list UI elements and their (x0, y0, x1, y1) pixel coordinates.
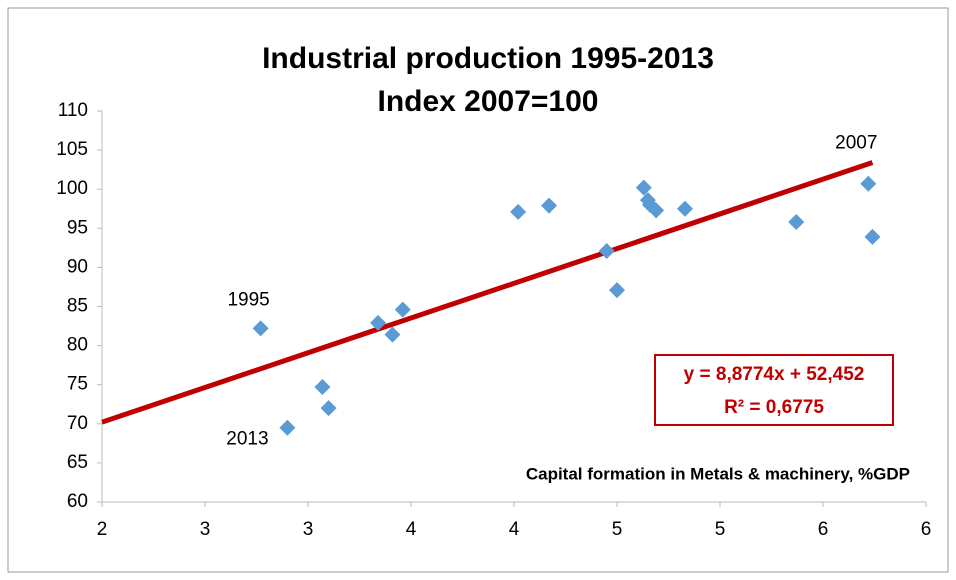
y-tick-label: 90 (67, 256, 88, 277)
y-tick-label: 70 (67, 413, 88, 434)
point (394, 301, 411, 318)
trend-r-squared: R² = 0,6775 (724, 397, 824, 418)
x-tick-label: 2 (97, 519, 108, 540)
y-tick-label: 75 (67, 374, 88, 395)
x-tick-label: 4 (406, 519, 417, 540)
annotation: 1995 (227, 289, 269, 310)
point (864, 228, 881, 245)
y-tick-label: 95 (67, 217, 88, 238)
chart-title: Industrial production 1995-2013 (262, 42, 714, 75)
x-tick-label: 3 (200, 519, 211, 540)
point (635, 179, 652, 196)
chart-subtitle: Index 2007=100 (377, 85, 598, 118)
y-tick-label: 60 (67, 491, 88, 512)
x-tick-label: 6 (921, 519, 932, 540)
point (860, 175, 877, 192)
chart-border (7, 7, 949, 573)
point (541, 197, 558, 214)
point (314, 379, 331, 396)
y-tick-label: 85 (67, 296, 88, 317)
point (510, 203, 527, 220)
x-tick-label: 4 (509, 519, 520, 540)
annotation: 2007 (835, 133, 877, 154)
annotation: 2013 (226, 429, 268, 450)
point (788, 214, 805, 231)
equation-box (654, 354, 894, 426)
trend-equation: y = 8,8774x + 52,452 (684, 364, 865, 385)
x-tick-label: 6 (818, 519, 829, 540)
point (648, 202, 665, 219)
y-tick-label: 105 (56, 139, 88, 160)
point (320, 400, 337, 417)
y-tick-label: 100 (56, 178, 88, 199)
y-tick-label: 80 (67, 335, 88, 356)
point (279, 419, 296, 436)
point (252, 320, 269, 337)
y-tick-label: 65 (67, 452, 88, 473)
point (676, 200, 693, 217)
trendline (101, 160, 874, 425)
x-axis-label: Capital formation in Metals & machinery,… (526, 464, 910, 483)
point (370, 314, 387, 331)
x-tick-label: 5 (612, 519, 623, 540)
point (384, 326, 401, 343)
x-tick-label: 5 (715, 519, 726, 540)
point (598, 242, 615, 259)
x-tick-label: 3 (303, 519, 314, 540)
point (609, 282, 625, 299)
y-tick-label: 110 (58, 100, 88, 121)
